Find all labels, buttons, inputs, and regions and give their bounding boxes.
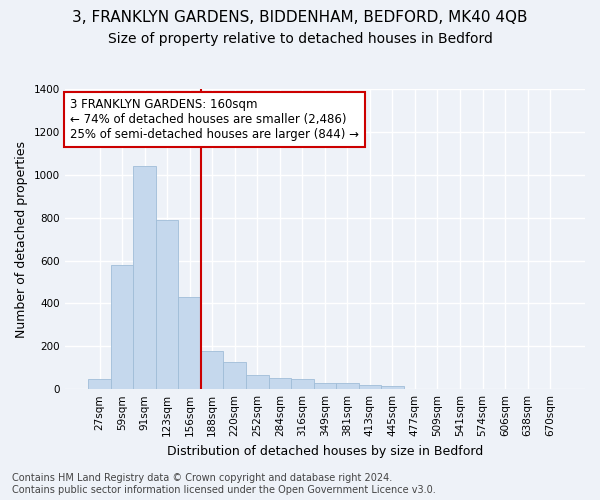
Bar [178, 297, 201, 389]
Bar [314, 382, 336, 389]
Bar [246, 375, 269, 389]
Bar [359, 385, 381, 389]
Bar [201, 351, 223, 389]
Bar [291, 379, 314, 389]
Bar [133, 166, 156, 389]
Bar [156, 220, 178, 389]
Bar [111, 265, 133, 389]
Bar [269, 378, 291, 389]
Bar [88, 379, 111, 389]
Text: Contains HM Land Registry data © Crown copyright and database right 2024.
Contai: Contains HM Land Registry data © Crown c… [12, 474, 436, 495]
Bar [336, 383, 359, 389]
Text: 3, FRANKLYN GARDENS, BIDDENHAM, BEDFORD, MK40 4QB: 3, FRANKLYN GARDENS, BIDDENHAM, BEDFORD,… [72, 10, 528, 25]
Text: Size of property relative to detached houses in Bedford: Size of property relative to detached ho… [107, 32, 493, 46]
Bar [381, 386, 404, 389]
Y-axis label: Number of detached properties: Number of detached properties [15, 140, 28, 338]
Bar [223, 362, 246, 389]
X-axis label: Distribution of detached houses by size in Bedford: Distribution of detached houses by size … [167, 444, 483, 458]
Text: 3 FRANKLYN GARDENS: 160sqm
← 74% of detached houses are smaller (2,486)
25% of s: 3 FRANKLYN GARDENS: 160sqm ← 74% of deta… [70, 98, 359, 141]
